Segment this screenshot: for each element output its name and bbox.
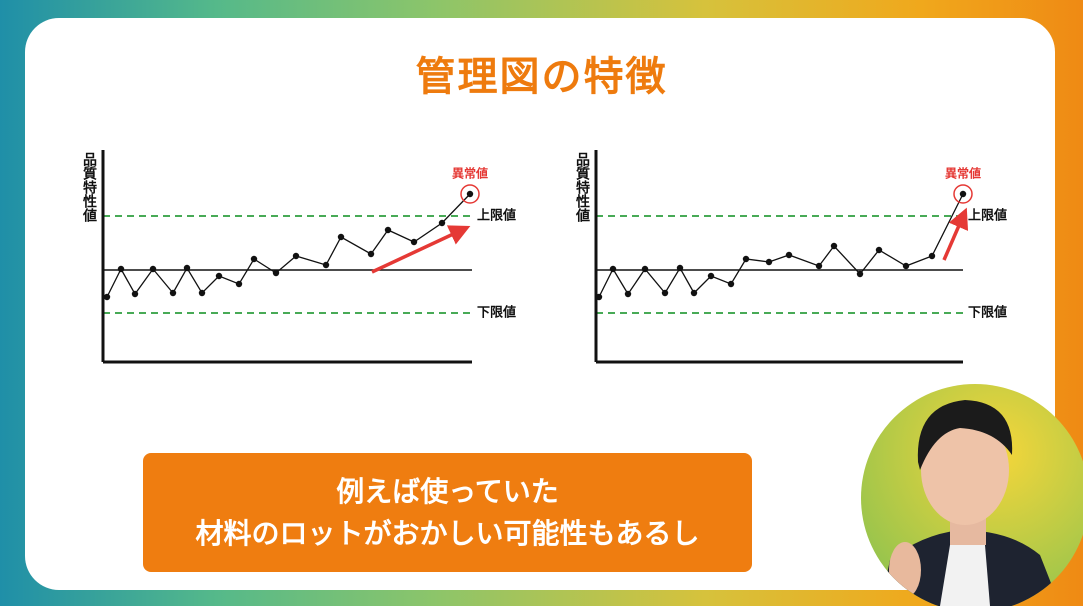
data-point xyxy=(676,264,684,272)
data-point xyxy=(198,289,206,297)
data-point xyxy=(466,190,474,198)
slide-title: 管理図の特徴 xyxy=(415,54,668,100)
caption-box: 例えば使っていた 材料のロットがおかしい可能性もあるし xyxy=(143,453,752,572)
caption-line: 材料のロットがおかしい可能性もあるし xyxy=(195,516,700,550)
data-point xyxy=(169,289,177,297)
trend-arrow xyxy=(942,207,969,261)
data-point xyxy=(103,293,111,301)
control-chart: 品質特性値上限値下限値 異常値 xyxy=(574,150,1007,364)
data-point xyxy=(384,226,392,234)
data-point xyxy=(117,265,125,273)
data-point xyxy=(765,258,773,266)
data-point xyxy=(131,290,139,298)
outlier-ring xyxy=(460,184,480,204)
lower-limit-label: 下限値 xyxy=(477,305,516,321)
data-point xyxy=(690,289,698,297)
data-line xyxy=(106,193,471,298)
data-point xyxy=(250,255,258,263)
outlier-label: 異常値 xyxy=(945,166,981,181)
data-point xyxy=(785,251,793,259)
data-point xyxy=(272,269,280,277)
data-point xyxy=(183,264,191,272)
data-point xyxy=(609,265,617,273)
lower-limit-label: 下限値 xyxy=(968,305,1007,321)
data-point xyxy=(641,265,649,273)
data-line xyxy=(598,193,964,298)
data-point xyxy=(595,293,603,301)
data-point xyxy=(928,252,936,260)
upper-limit-label: 上限値 xyxy=(477,208,516,224)
data-point xyxy=(322,261,330,269)
data-point xyxy=(815,262,823,270)
y-axis-label: 品質特性値 xyxy=(81,152,98,223)
data-point xyxy=(742,255,750,263)
data-point xyxy=(727,280,735,288)
data-point xyxy=(235,280,243,288)
data-point xyxy=(215,272,223,280)
data-point xyxy=(856,270,864,278)
data-point xyxy=(875,246,883,254)
outlier-label: 異常値 xyxy=(452,166,488,181)
data-point xyxy=(830,242,838,250)
data-point xyxy=(902,262,910,270)
data-point xyxy=(292,252,300,260)
data-point xyxy=(410,238,418,246)
data-point xyxy=(661,289,669,297)
upper-limit-label: 上限値 xyxy=(968,208,1007,224)
presenter xyxy=(861,384,1083,606)
caption-line: 例えば使っていた xyxy=(336,474,559,508)
data-point xyxy=(438,219,446,227)
data-point xyxy=(624,290,632,298)
control-chart: 品質特性値上限値下限値 異常値 xyxy=(81,150,516,364)
data-point xyxy=(959,190,967,198)
data-point xyxy=(367,250,375,258)
data-point xyxy=(337,233,345,241)
outlier-ring xyxy=(953,184,973,204)
y-axis-label: 品質特性値 xyxy=(574,152,591,223)
data-point xyxy=(707,272,715,280)
data-point xyxy=(149,265,157,273)
trend-arrow xyxy=(371,225,471,274)
